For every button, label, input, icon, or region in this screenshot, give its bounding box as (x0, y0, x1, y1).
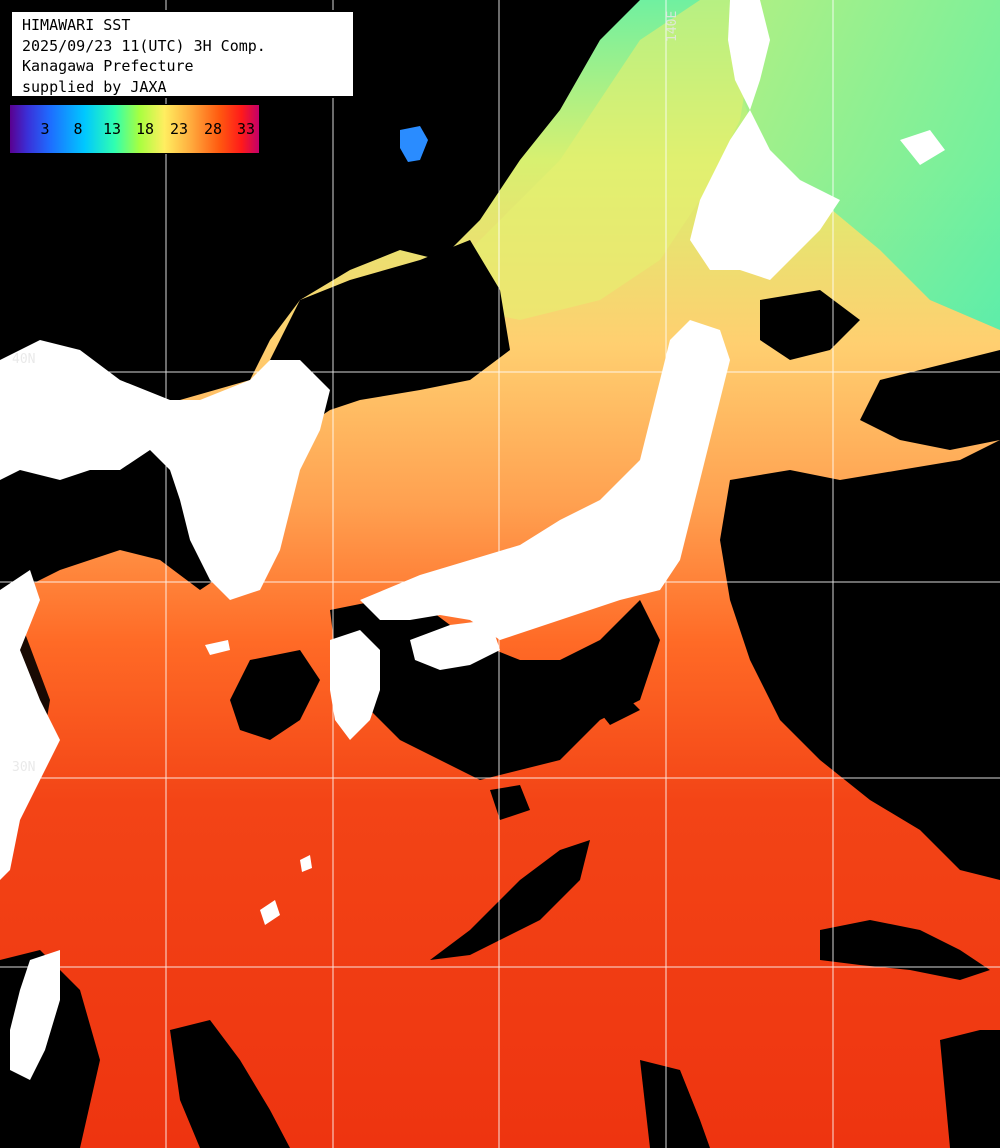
title-line: HIMAWARI SST (22, 16, 131, 34)
land-honshu (360, 320, 730, 640)
supplier-line: supplied by JAXA (22, 77, 167, 96)
land (0, 0, 945, 1080)
lon-140e-label: 140E (665, 10, 680, 42)
cold-water-northeast (730, 0, 1000, 330)
land-hokkaido (690, 110, 840, 280)
cool-water-sea-of-japan-north (420, 0, 760, 320)
land-sakhalin (728, 0, 770, 110)
info-box: HIMAWARI SST 2025/09/23 11(UTC) 3H Comp.… (10, 10, 355, 98)
color-scale-legend: 3 8 13 18 23 28 33 (9, 104, 260, 154)
land-shikoku (410, 620, 500, 670)
legend-tick: 28 (203, 120, 223, 138)
land-korea-china (0, 340, 330, 600)
lat-30n-label: 30N (12, 760, 36, 775)
land-kyushu (330, 630, 380, 740)
land-taiwan (10, 950, 60, 1080)
region-line: Kanagawa Prefecture (22, 57, 194, 75)
timestamp-line: 2025/09/23 11(UTC) 3H Comp. (22, 36, 266, 55)
lake (400, 126, 428, 162)
land-china-coast (0, 570, 60, 880)
legend-tick: 23 (169, 120, 189, 138)
legend-tick: 8 (73, 120, 83, 138)
legend-tick: 3 (40, 120, 50, 138)
lat-40n-label: 40N (12, 352, 36, 367)
legend-tick: 13 (102, 120, 122, 138)
legend-tick: 18 (135, 120, 155, 138)
legend-tick: 33 (236, 120, 256, 138)
